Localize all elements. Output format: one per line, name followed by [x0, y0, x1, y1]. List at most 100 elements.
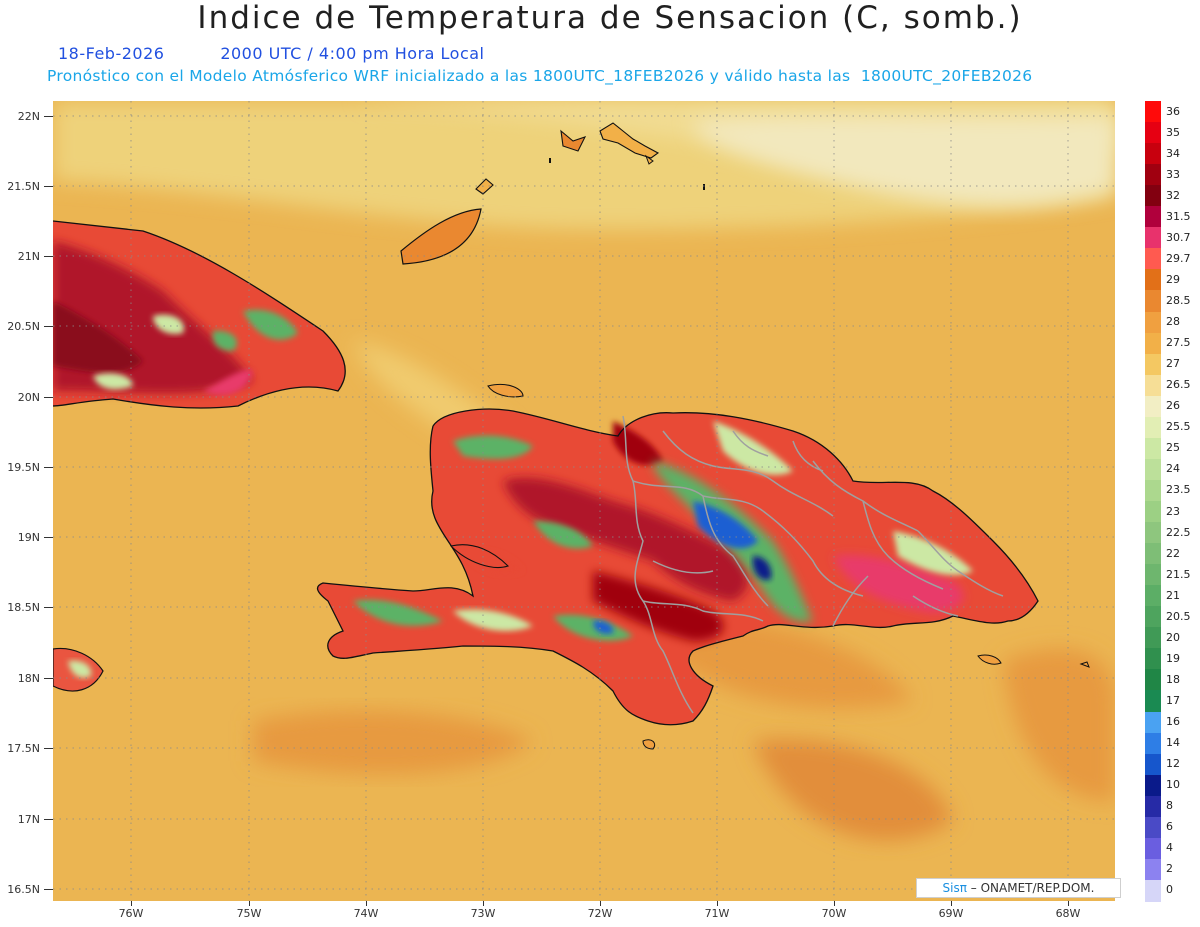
model-info-line: Pronóstico con el Modelo Atmósferico WRF…	[47, 67, 1033, 85]
colorbar-label: 21.5	[1166, 567, 1191, 581]
colorbar-label: 33	[1166, 167, 1180, 181]
lon-tick	[951, 901, 952, 906]
colorbar-cell	[1145, 395, 1161, 418]
colorbar-cell	[1145, 522, 1161, 544]
colorbar-cell	[1145, 585, 1161, 607]
colorbar-cell	[1145, 501, 1161, 523]
colorbar-label: 0	[1166, 883, 1173, 897]
colorbar-label: 17	[1166, 694, 1180, 707]
colorbar-label: 31.5	[1166, 209, 1191, 223]
forecast-time: 2000 UTC / 4:00 pm Hora Local	[220, 44, 485, 63]
colorbar-cell	[1145, 227, 1161, 249]
colorbar-cell	[1145, 753, 1161, 776]
colorbar-cell	[1145, 143, 1161, 165]
lon-tick	[366, 901, 367, 906]
lat-tick	[44, 607, 53, 608]
lon-label: 68W	[1055, 907, 1081, 920]
colorbar-cell	[1145, 669, 1161, 692]
lat-tick	[44, 256, 53, 257]
colorbar-cell	[1145, 353, 1161, 376]
lat-tick	[44, 116, 53, 117]
lat-tick	[44, 397, 53, 398]
colorbar-label: 12	[1166, 757, 1180, 771]
hispaniola-land	[316, 383, 1090, 750]
colorbar-label: 27	[1166, 357, 1180, 371]
colorbar-cell	[1145, 879, 1161, 902]
cuba-land	[53, 220, 346, 409]
colorbar-cell	[1145, 416, 1161, 439]
colorbar-label: 26.5	[1166, 378, 1191, 392]
lat-tick	[44, 889, 53, 890]
colorbar	[1145, 101, 1161, 902]
lat-tick	[44, 748, 53, 749]
valid-time-line: 18-Feb-2026 2000 UTC / 4:00 pm Hora Loca…	[58, 44, 485, 63]
colorbar-cell	[1145, 816, 1161, 839]
map-title: Indice de Temperatura de Sensacion (C, s…	[197, 0, 1023, 36]
lon-tick	[483, 901, 484, 906]
lat-tick	[44, 678, 53, 679]
lon-tick	[717, 901, 718, 906]
lat-label: 20N	[17, 391, 40, 404]
colorbar-label: 36	[1166, 104, 1180, 118]
colorbar-cell	[1145, 185, 1161, 207]
colorbar-cell	[1145, 269, 1161, 292]
lat-tick	[44, 819, 53, 820]
colorbar-cell	[1145, 711, 1161, 734]
lon-label: 74W	[353, 907, 379, 920]
colorbar-cell	[1145, 543, 1161, 565]
colorbar-label: 4	[1166, 841, 1173, 855]
colorbar-label: 10	[1166, 778, 1180, 792]
lat-label: 17N	[17, 813, 40, 826]
colorbar-cell	[1145, 437, 1161, 460]
lat-label: 20.5N	[7, 320, 40, 333]
lat-label: 19.5N	[7, 461, 40, 474]
colorbar-label: 25	[1166, 441, 1180, 455]
colorbar-label: 25.5	[1166, 420, 1191, 434]
colorbar-label: 20.5	[1166, 609, 1191, 623]
colorbar-label: 24	[1166, 462, 1180, 476]
lat-label: 21N	[17, 250, 40, 263]
colorbar-cell	[1145, 627, 1161, 649]
colorbar-label: 8	[1166, 799, 1173, 813]
credit-text: – ONAMET/REP.DOM.	[970, 881, 1095, 895]
lat-tick	[44, 467, 53, 468]
colorbar-label: 22	[1166, 546, 1180, 560]
colorbar-label: 35	[1166, 125, 1180, 139]
lat-label: 22N	[17, 110, 40, 123]
lon-tick	[249, 901, 250, 906]
colorbar-label: 29.7	[1166, 251, 1191, 265]
colorbar-cell	[1145, 690, 1161, 713]
colorbar-label: 18	[1166, 672, 1180, 686]
colorbar-cell	[1145, 648, 1161, 670]
lat-label: 18.5N	[7, 601, 40, 614]
colorbar-label: 22.5	[1166, 525, 1191, 539]
bahamas-islands	[400, 122, 705, 265]
lon-label: 73W	[470, 907, 496, 920]
colorbar-label: 28	[1166, 315, 1180, 329]
colorbar-label: 26	[1166, 399, 1180, 413]
colorbar-cell	[1145, 374, 1161, 397]
lat-label: 17.5N	[7, 742, 40, 755]
colorbar-cell	[1145, 101, 1161, 123]
colorbar-cell	[1145, 248, 1161, 270]
colorbar-cell	[1145, 732, 1161, 755]
colorbar-cell	[1145, 164, 1161, 186]
colorbar-label: 23.5	[1166, 483, 1191, 497]
lat-label: 21.5N	[7, 180, 40, 193]
lon-tick	[834, 901, 835, 906]
colorbar-label: 27.5	[1166, 336, 1191, 350]
colorbar-label: 30.7	[1166, 230, 1191, 244]
lon-tick	[1068, 901, 1069, 906]
lon-label: 76W	[118, 907, 144, 920]
colorbar-label: 14	[1166, 736, 1180, 750]
colorbar-label: 28.5	[1166, 294, 1191, 307]
colorbar-cell	[1145, 458, 1161, 481]
province-borders	[622, 415, 1004, 714]
lon-tick	[600, 901, 601, 906]
colorbar-cell	[1145, 479, 1161, 502]
colorbar-cell	[1145, 795, 1161, 818]
colorbar-label: 20	[1166, 630, 1180, 644]
colorbar-label: 19	[1166, 651, 1180, 665]
lat-label: 18N	[17, 672, 40, 685]
colorbar-cell	[1145, 290, 1161, 313]
